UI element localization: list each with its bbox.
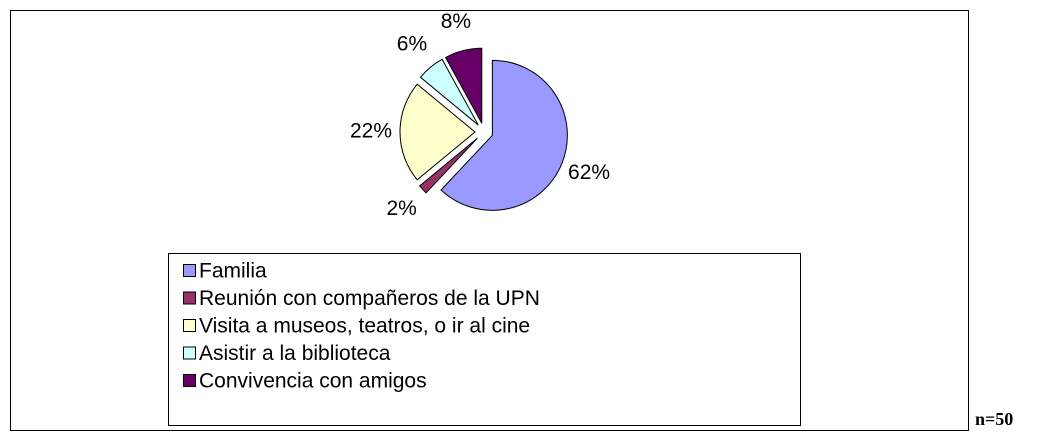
data-label: 2% <box>386 197 416 220</box>
data-label: 6% <box>397 32 427 55</box>
annotation: n=50 <box>975 409 1013 429</box>
legend-label: Visita a museos, teatros, o ir al cine <box>199 315 530 338</box>
pie-slice <box>440 59 568 211</box>
pie-slice <box>419 58 479 126</box>
legend-box <box>168 253 801 426</box>
legend-swatch <box>183 264 196 277</box>
legend-label: Asistir a la biblioteca <box>199 342 391 365</box>
legend-label: Reunión con compañeros de la UPN <box>199 287 540 310</box>
legend-label: Convivencia con amigos <box>199 370 427 393</box>
legend-swatch <box>183 346 196 360</box>
pie-slice <box>444 47 483 124</box>
data-label: 8% <box>441 10 471 33</box>
pie-slice <box>399 83 476 181</box>
legend-swatch <box>183 319 196 332</box>
data-label: 22% <box>350 120 392 143</box>
legend-swatch <box>183 291 196 305</box>
pie-slice <box>418 137 478 194</box>
data-label: 62% <box>568 161 610 184</box>
legend-swatch <box>183 374 196 387</box>
legend-label: Familia <box>199 260 267 283</box>
